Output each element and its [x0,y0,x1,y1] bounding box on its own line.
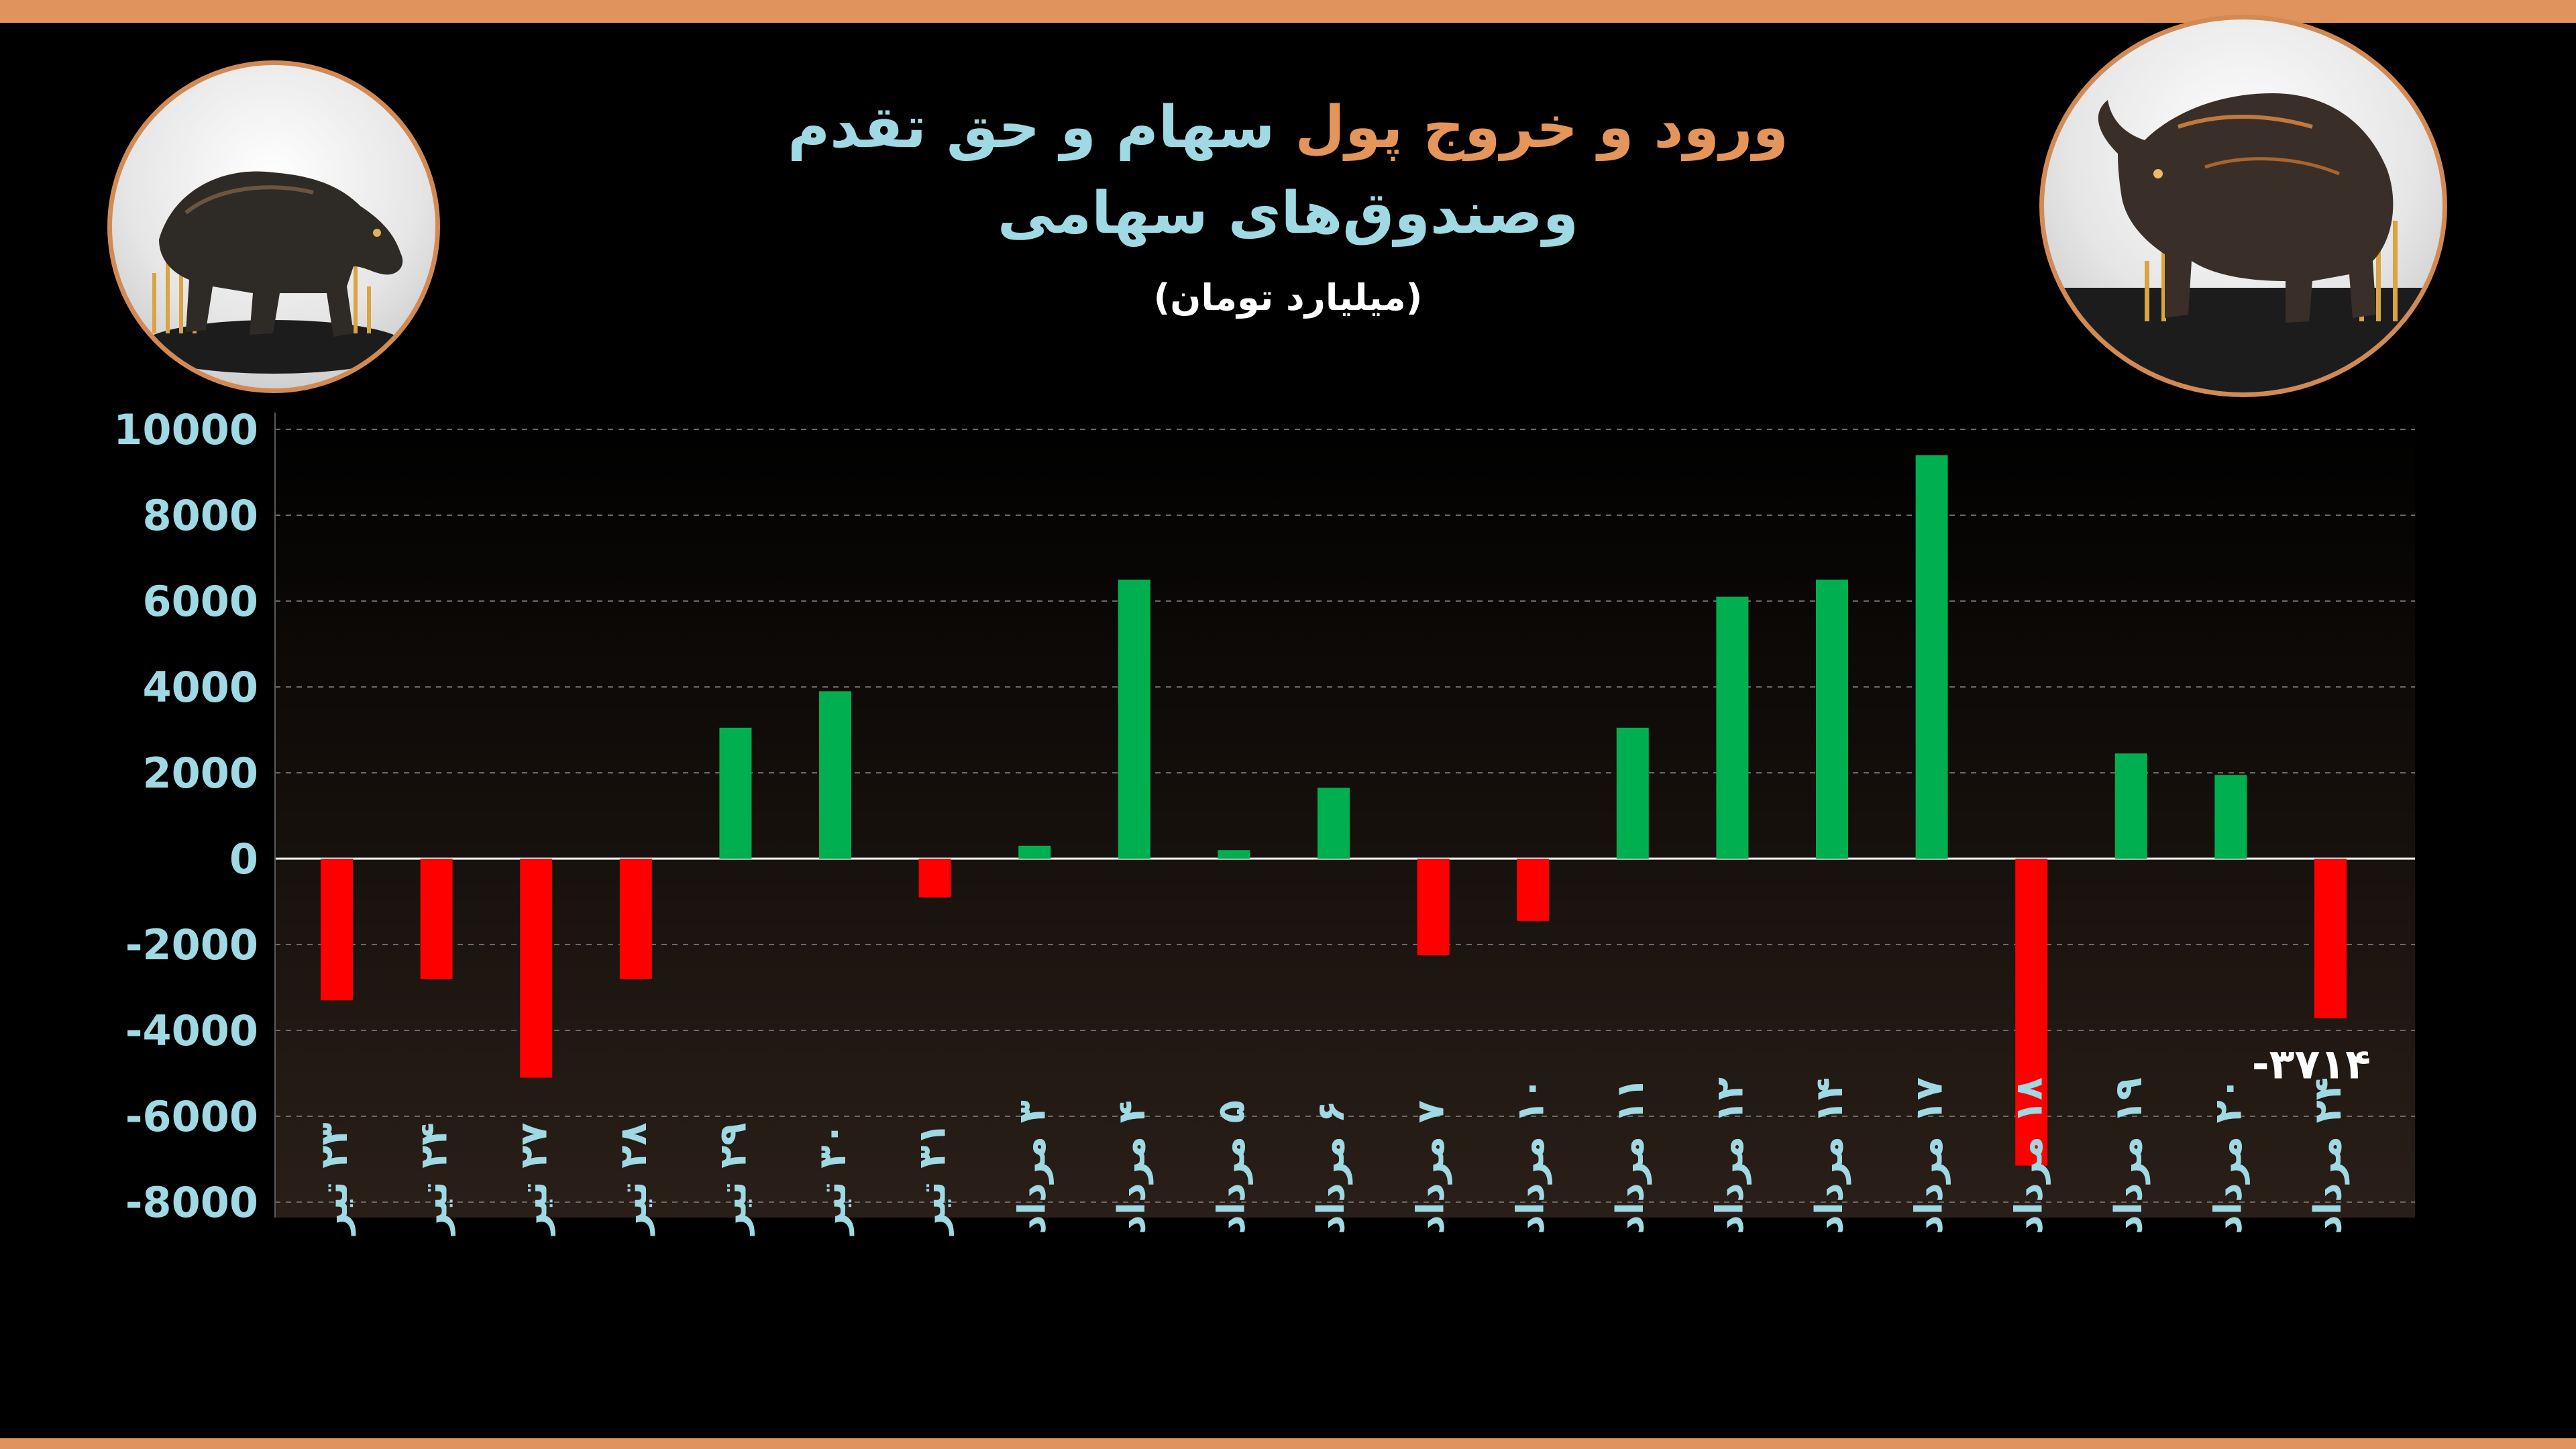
bull-icon [2044,93,2443,392]
x-tick-label: ۳۱ تیر [911,1122,955,1236]
bars [321,455,2347,1166]
bar [1417,859,1450,955]
bar [420,859,453,979]
chart-title-part-1: ورود و خروج پول [1295,94,1788,161]
bar [819,691,851,859]
bar [619,859,652,979]
bar [1517,859,1550,921]
y-tick-label: -6000 [125,1092,258,1141]
y-tick-label: -4000 [125,1006,258,1055]
x-tick-label: ۱۷ مرداد [1908,1077,1951,1234]
x-tick-label: ۲۷ تیر [512,1122,555,1236]
y-tick-label: -2000 [125,920,258,969]
x-tick-label: ۱۲ مرداد [1709,1077,1752,1234]
x-tick-label: ۲۸ تیر [612,1122,655,1236]
x-tick-label: ۲۴ تیر [413,1122,456,1236]
bar [520,859,553,1078]
x-tick-label: ۶ مرداد [1309,1100,1353,1234]
x-tick-label: ۲۰ مرداد [2207,1077,2251,1234]
chart-unit-label: (میلیارد تومان) [1153,276,1423,319]
x-tick-label: ۲۹ تیر [712,1122,755,1236]
x-tick-label: ۱۰ مرداد [1509,1077,1552,1234]
x-tick-label: ۴ مرداد [1110,1100,1154,1234]
chart-title-line-1: ورود و خروج پول سهام و حق تقدم [0,94,2576,161]
bar [1816,580,1848,859]
x-tick-label: ۲۴ مرداد [2306,1077,2350,1234]
y-tick-label: 10000 [113,405,258,454]
x-tick-label: ۱۱ مرداد [1609,1077,1652,1234]
x-tick-label: ۱۸ مرداد [2007,1077,2051,1234]
bar [2314,859,2347,1018]
gridlines [274,413,2415,1218]
top-frame-border [0,0,2576,23]
x-tick-label: ۲۳ تیر [313,1122,356,1236]
bear-medallion [107,60,440,393]
bar [321,859,353,1001]
bar [1616,727,1649,859]
y-tick-label: -8000 [125,1178,258,1227]
x-tick-label: ۳ مرداد [1010,1100,1054,1234]
bar [1218,850,1250,859]
annotations: -۳۷۱۴ [2252,1040,2371,1089]
y-tick-label: 0 [229,835,258,883]
data-label: -۳۷۱۴ [2252,1040,2371,1089]
x-tick-label: ۳۰ تیر [811,1122,855,1236]
x-tick-label: ۱۴ مرداد [1808,1077,1851,1234]
bottom-frame-border [0,1438,2576,1449]
chart-title-part-2: سهام و حق تقدم [788,94,1275,161]
bar [1018,845,1051,859]
bar [719,727,752,859]
bar [918,859,951,898]
bar [1915,455,1948,859]
y-tick-label: 2000 [142,749,258,798]
bar [2015,859,2048,1166]
x-tick-label: ۵ مرداد [1210,1100,1254,1234]
x-tick-label: ۱۹ مرداد [2107,1077,2151,1234]
y-tick-label: 4000 [142,663,258,712]
bar [1118,580,1150,859]
x-axis-ticks: ۲۳ تیر ۲۴ تیر ۲۷ تیر ۲۸ تیر ۲۹ تیر ۳۰ تیر ۳۱ ت… [313,1077,2350,1236]
bear-icon [140,171,408,374]
bar [1318,788,1350,859]
bar [2214,775,2247,859]
bar [1716,596,1749,859]
x-tick-label: ۷ مرداد [1409,1100,1453,1234]
y-tick-label: 6000 [142,577,258,626]
bull-medallion [2039,15,2447,397]
y-axis-ticks: 10000 8000 6000 4000 2000 0 -2000 -4000 -6000 -80… [113,405,258,1227]
y-tick-label: 8000 [142,491,258,540]
chart-title-line-2: وصندوق‌های سهامی [997,180,1579,247]
bar [2114,753,2147,859]
